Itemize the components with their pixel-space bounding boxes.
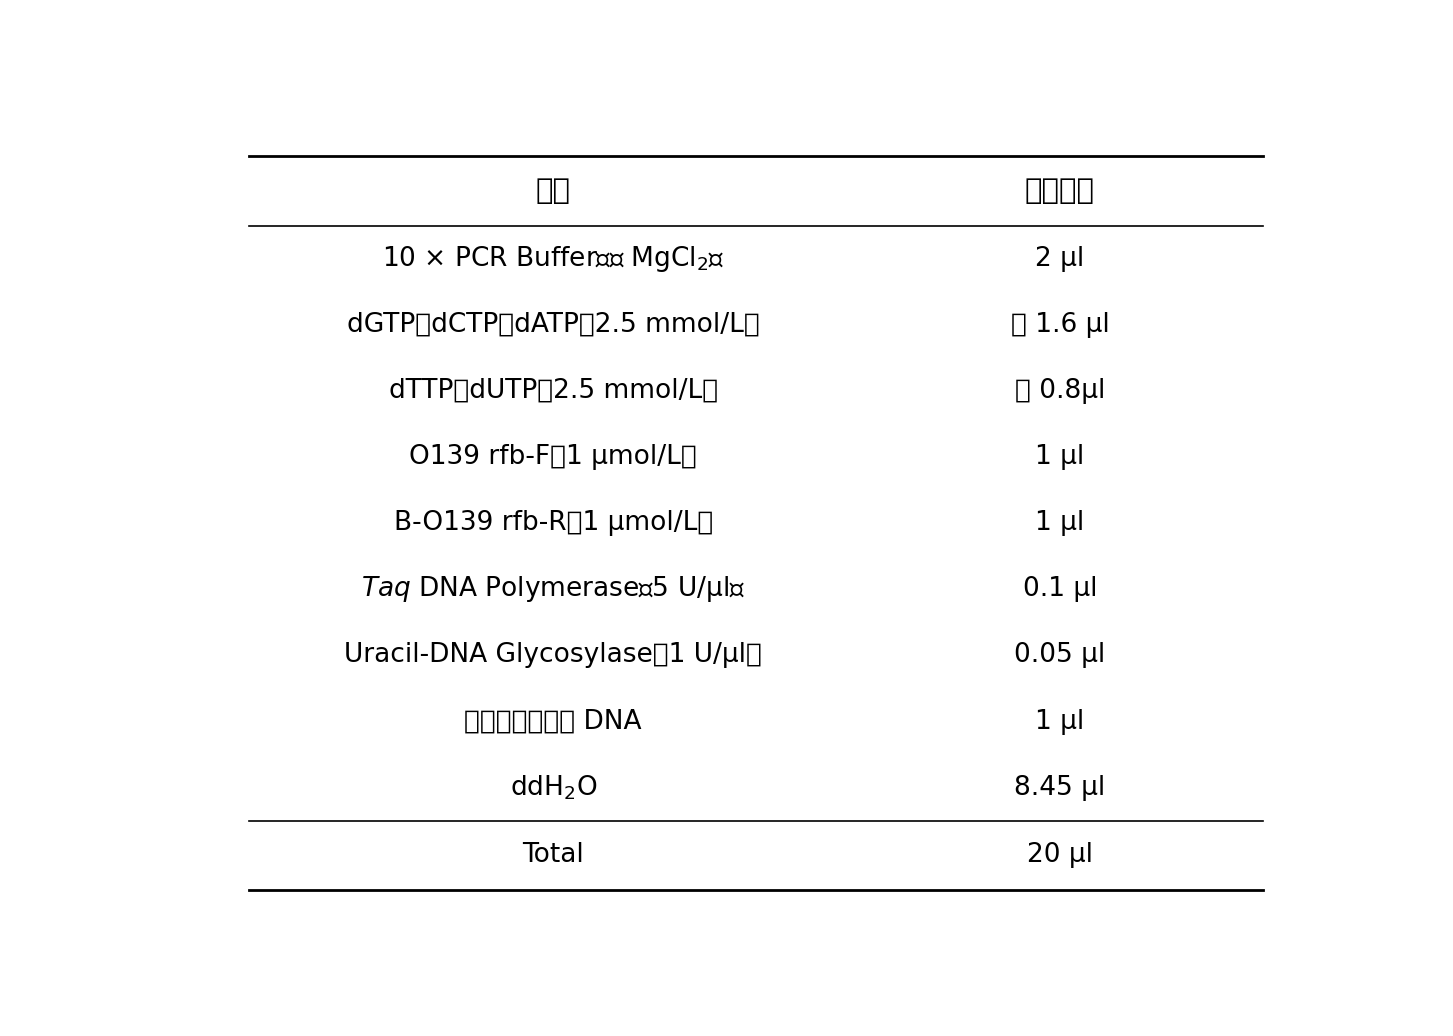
Text: O139 rfb-F（1 μmol/L）: O139 rfb-F（1 μmol/L）	[410, 444, 697, 470]
Text: 0.05 μl: 0.05 μl	[1014, 642, 1106, 668]
Text: 加入体积: 加入体积	[1024, 177, 1096, 205]
Text: 8.45 μl: 8.45 μl	[1014, 775, 1106, 801]
Text: dTTP、dUTP（2.5 mmol/L）: dTTP、dUTP（2.5 mmol/L）	[388, 378, 718, 404]
Text: $\mathit{Taq}$ DNA Polymerase（5 U/μl）: $\mathit{Taq}$ DNA Polymerase（5 U/μl）	[362, 574, 745, 604]
Text: dGTP、dCTP、dATP（2.5 mmol/L）: dGTP、dCTP、dATP（2.5 mmol/L）	[347, 312, 760, 338]
Text: B-O139 rfb-R（1 μmol/L）: B-O139 rfb-R（1 μmol/L）	[394, 510, 713, 537]
Text: ddH$_2$O: ddH$_2$O	[510, 774, 597, 802]
Text: 所提样本基因组 DNA: 所提样本基因组 DNA	[465, 709, 642, 735]
Text: 0.1 μl: 0.1 μl	[1023, 576, 1097, 602]
Text: Uracil-DNA Glycosylase（1 U/μl）: Uracil-DNA Glycosylase（1 U/μl）	[344, 642, 763, 668]
Text: 1 μl: 1 μl	[1036, 709, 1084, 735]
Text: 组份: 组份	[536, 177, 571, 205]
Text: Total: Total	[523, 842, 584, 868]
Text: 20 μl: 20 μl	[1027, 842, 1093, 868]
Text: 1 μl: 1 μl	[1036, 444, 1084, 470]
Text: 10 × PCR Buffer（含 MgCl$_2$）: 10 × PCR Buffer（含 MgCl$_2$）	[382, 243, 725, 274]
Text: 各 0.8μl: 各 0.8μl	[1014, 378, 1106, 404]
Text: 2 μl: 2 μl	[1036, 246, 1084, 271]
Text: 各 1.6 μl: 各 1.6 μl	[1011, 312, 1109, 338]
Text: 1 μl: 1 μl	[1036, 510, 1084, 537]
